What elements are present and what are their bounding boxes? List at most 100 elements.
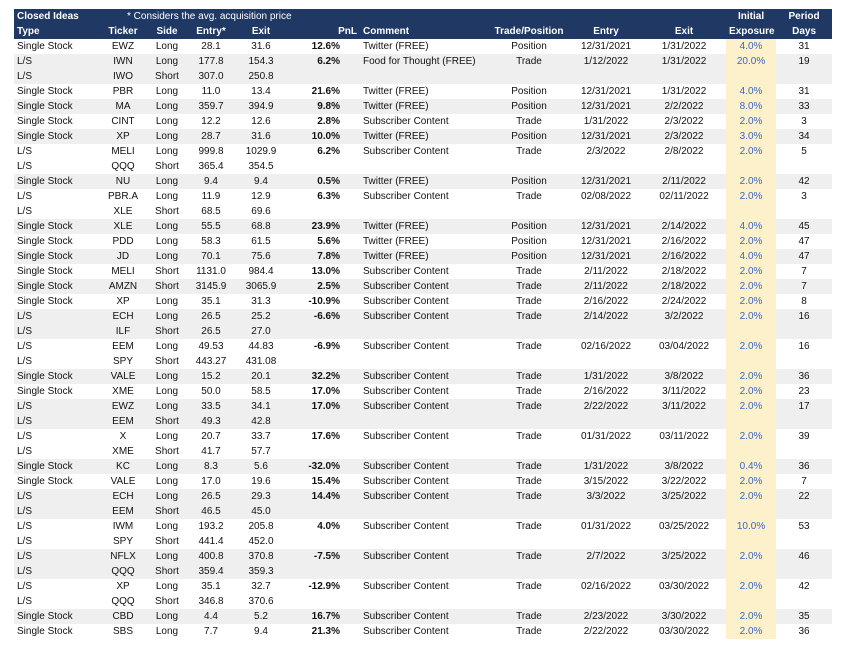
cell: Position bbox=[488, 174, 570, 189]
cell: Position bbox=[488, 249, 570, 264]
cell: 23 bbox=[798, 386, 810, 397]
data-row: L/S XLE Short 68.5 69.6 bbox=[14, 204, 832, 219]
cell: Long bbox=[146, 369, 188, 384]
cell: MELI bbox=[111, 146, 135, 157]
cell: Subscriber Content bbox=[363, 146, 449, 157]
cell: Single Stock bbox=[14, 219, 100, 234]
cell: Trade bbox=[516, 341, 542, 352]
cell bbox=[360, 354, 488, 369]
cell bbox=[360, 324, 488, 339]
cell bbox=[488, 564, 570, 579]
data-row: Single Stock MA Long 359.7 394.9 9.8% Twitter … bbox=[14, 99, 833, 114]
cell bbox=[360, 564, 488, 579]
cell bbox=[570, 324, 642, 339]
cell: 2.0% bbox=[726, 294, 777, 309]
cell: 8 bbox=[801, 296, 807, 307]
closed-ideas-table: Closed Ideas * Considers the avg. acquis… bbox=[14, 9, 833, 639]
cell: Twitter (FREE) bbox=[360, 174, 488, 189]
cell: 12.6 bbox=[251, 116, 271, 127]
cell: 32.7 bbox=[251, 581, 271, 592]
cell: 2.0% bbox=[726, 114, 777, 129]
header-cell: Initial bbox=[726, 9, 777, 24]
cell: Short bbox=[146, 324, 188, 339]
data-row: Single Stock PBR Long 11.0 13.4 21.6% Twitter … bbox=[14, 84, 832, 99]
data-row: Single Stock XLE Long 55.5 68.8 23.9% Twitter … bbox=[14, 219, 833, 234]
cell: 3065.9 bbox=[234, 279, 288, 294]
cell: 1/31/2022 bbox=[661, 41, 707, 52]
cell: 3145.9 bbox=[188, 279, 234, 294]
cell: Long bbox=[155, 386, 179, 397]
cell: 3/25/2022 bbox=[642, 549, 727, 564]
cell: 42 bbox=[776, 174, 833, 189]
data-row: Single Stock PDD Long 58.3 61.5 5.6% Twitter (… bbox=[14, 234, 832, 249]
data-row: Single Stock SBS Long 7.7 9.4 21.3% Subscriber… bbox=[14, 624, 832, 639]
cell: 68.8 bbox=[234, 219, 288, 234]
cell: 29.3 bbox=[234, 489, 288, 504]
cell: 5.6 bbox=[234, 459, 288, 474]
cell bbox=[570, 354, 642, 369]
cell: 44.83 bbox=[248, 341, 274, 352]
cell: Twitter (FREE) bbox=[363, 236, 429, 247]
cell bbox=[642, 354, 726, 369]
cell: 359.7 bbox=[188, 99, 234, 114]
data-row: L/S PBR.A Long 11.9 12.9 6.3% Subscriber Conte… bbox=[14, 189, 832, 204]
cell: 11.9 bbox=[201, 191, 221, 202]
cell bbox=[726, 564, 777, 579]
cell bbox=[488, 159, 570, 174]
cell: 2.0% bbox=[726, 399, 777, 414]
cell bbox=[726, 444, 777, 459]
cell bbox=[726, 534, 777, 549]
cell bbox=[776, 414, 833, 429]
note: * Considers the avg. acquisition price bbox=[100, 9, 727, 24]
cell: 46.5 bbox=[188, 504, 234, 519]
cell: 400.8 bbox=[188, 549, 234, 564]
cell: Long bbox=[155, 86, 179, 97]
cell: Long bbox=[155, 341, 179, 352]
cell: Long bbox=[155, 41, 179, 52]
cell: 9.4 bbox=[188, 174, 234, 189]
column-header: PnL bbox=[288, 24, 360, 39]
cell: 3/25/2022 bbox=[642, 489, 727, 504]
cell bbox=[488, 204, 570, 219]
cell: SPY bbox=[112, 356, 133, 367]
cell: 28.1 bbox=[201, 41, 221, 52]
cell: 36 bbox=[776, 459, 833, 474]
cell: 7 bbox=[776, 279, 833, 294]
cell bbox=[776, 564, 833, 579]
cell bbox=[642, 444, 726, 459]
cell: XP bbox=[116, 581, 130, 592]
data-row: L/S X Long 20.7 33.7 17.6% Subscriber Content T… bbox=[14, 429, 832, 444]
cell: CINT bbox=[111, 116, 135, 127]
cell: L/S bbox=[17, 341, 33, 352]
cell: Long bbox=[155, 581, 179, 592]
cell: 12/31/2021 bbox=[570, 219, 642, 234]
cell: 365.4 bbox=[198, 161, 224, 172]
cell: 36 bbox=[776, 369, 833, 384]
cell: 11.0 bbox=[201, 86, 221, 97]
cell: Twitter (FREE) bbox=[360, 99, 488, 114]
cell: 2.5% bbox=[288, 279, 360, 294]
cell: 5 bbox=[801, 146, 807, 157]
cell: EEM bbox=[112, 341, 134, 352]
cell: 41.7 bbox=[201, 446, 221, 457]
cell: 1/31/2022 bbox=[583, 116, 629, 127]
data-row: L/S SPY Short 441.4 452.0 bbox=[14, 534, 832, 549]
cell: 21.6% bbox=[311, 86, 340, 97]
cell: 2.0% bbox=[726, 279, 777, 294]
cell: 16.7% bbox=[288, 609, 360, 624]
cell: Short bbox=[155, 356, 179, 367]
cell: 17.0 bbox=[201, 476, 221, 487]
cell: 4.4 bbox=[188, 609, 234, 624]
cell bbox=[488, 414, 570, 429]
cell: Position bbox=[488, 129, 570, 144]
cell bbox=[488, 69, 570, 84]
column-header: Entry bbox=[570, 24, 642, 39]
cell bbox=[776, 534, 832, 549]
cell: 7.7 bbox=[204, 626, 218, 637]
cell: Position bbox=[488, 219, 570, 234]
cell: Trade bbox=[516, 431, 542, 442]
cell bbox=[642, 204, 726, 219]
cell: 16 bbox=[776, 309, 833, 324]
cell: 1/31/2022 bbox=[570, 459, 642, 474]
cell: -10.9% bbox=[308, 296, 340, 307]
